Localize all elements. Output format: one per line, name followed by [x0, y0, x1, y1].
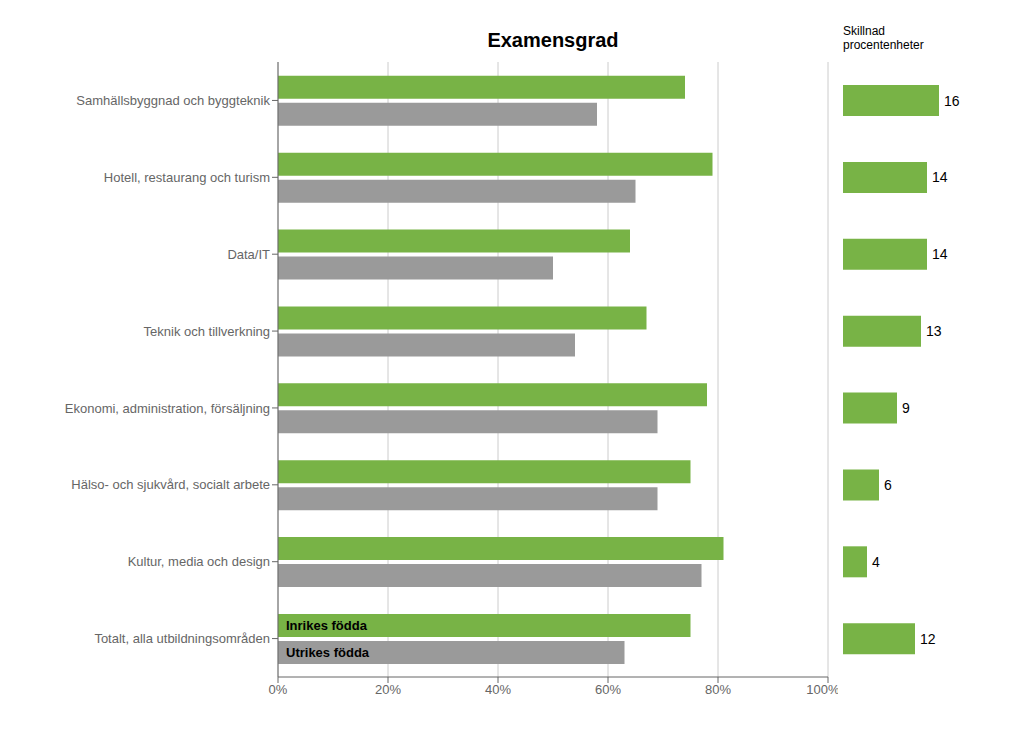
svg-text:9: 9: [902, 400, 910, 416]
svg-text:Kultur, media och design: Kultur, media och design: [128, 554, 270, 569]
svg-text:6: 6: [884, 477, 892, 493]
svg-text:Hälso- och sjukvård, socialt a: Hälso- och sjukvård, socialt arbete: [71, 477, 270, 492]
svg-text:12: 12: [920, 631, 936, 647]
svg-text:4: 4: [872, 554, 880, 570]
svg-text:80%: 80%: [705, 682, 731, 697]
html-text:Examensgrad: Examensgrad: [487, 29, 619, 51]
svg-text:100%: 100%: [806, 682, 838, 697]
svg-text:Samhällsbyggnad och byggteknik: Samhällsbyggnad och byggteknik: [76, 93, 270, 108]
svg-text:0%: 0%: [269, 682, 288, 697]
svg-text:Hotell, restaurang och turism: Hotell, restaurang och turism: [104, 170, 270, 185]
svg-text:Totalt, alla utbildningsområde: Totalt, alla utbildningsområden: [94, 631, 270, 646]
svg-text:Ekonomi, administration, försä: Ekonomi, administration, försäljning: [65, 401, 270, 416]
svg-text:Data/IT: Data/IT: [227, 247, 270, 262]
svg-text:20%: 20%: [375, 682, 401, 697]
svg-text:40%: 40%: [485, 682, 511, 697]
svg-text:Inrikes födda: Inrikes födda: [286, 618, 368, 633]
svg-text:Teknik och tillverkning: Teknik och tillverkning: [144, 324, 270, 339]
svg-text:Utrikes födda: Utrikes födda: [286, 645, 370, 660]
svg-text:14: 14: [932, 246, 948, 262]
svg-text:16: 16: [944, 93, 960, 109]
svg-text:13: 13: [926, 323, 942, 339]
svg-text:60%: 60%: [595, 682, 621, 697]
html-text:Skillnad procentenheter: Skillnad procentenheter: [843, 24, 924, 52]
svg-text:14: 14: [932, 169, 948, 185]
